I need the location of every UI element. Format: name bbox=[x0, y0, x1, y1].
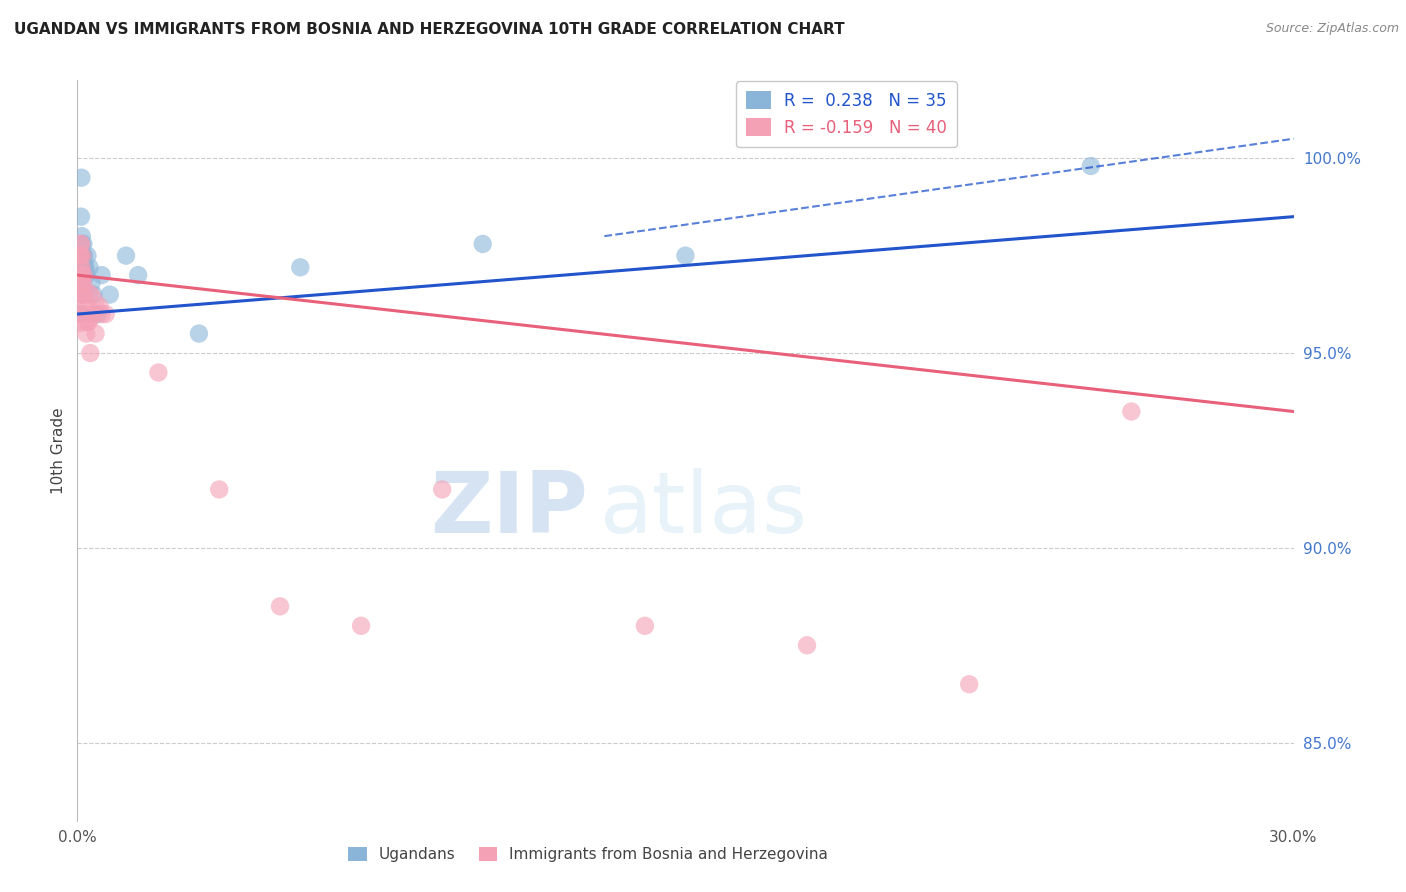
Text: ZIP: ZIP bbox=[430, 468, 588, 551]
Text: atlas: atlas bbox=[600, 468, 808, 551]
Point bbox=[72, 249, 94, 263]
Point bbox=[70, 287, 93, 301]
Point bbox=[70, 287, 93, 301]
Point bbox=[75, 326, 97, 341]
Point bbox=[67, 249, 90, 263]
Point bbox=[430, 483, 453, 497]
Point bbox=[75, 268, 97, 282]
Point bbox=[76, 249, 98, 263]
Point bbox=[76, 299, 98, 313]
Point bbox=[70, 249, 93, 263]
Point bbox=[86, 307, 108, 321]
Point bbox=[957, 677, 980, 691]
Point bbox=[82, 307, 104, 321]
Point bbox=[90, 307, 112, 321]
Point bbox=[75, 260, 97, 275]
Point bbox=[75, 315, 97, 329]
Point bbox=[73, 307, 96, 321]
Point bbox=[290, 260, 312, 275]
Point bbox=[70, 260, 93, 275]
Point bbox=[72, 249, 94, 263]
Point bbox=[69, 276, 91, 290]
Point bbox=[70, 260, 93, 275]
Text: UGANDAN VS IMMIGRANTS FROM BOSNIA AND HERZEGOVINA 10TH GRADE CORRELATION CHART: UGANDAN VS IMMIGRANTS FROM BOSNIA AND HE… bbox=[14, 22, 845, 37]
Point bbox=[72, 260, 94, 275]
Point bbox=[634, 619, 657, 633]
Point bbox=[70, 236, 93, 251]
Point bbox=[70, 276, 93, 290]
Point bbox=[94, 307, 117, 321]
Point bbox=[70, 210, 93, 224]
Point bbox=[69, 307, 91, 321]
Point bbox=[69, 249, 91, 263]
Text: Source: ZipAtlas.com: Source: ZipAtlas.com bbox=[1265, 22, 1399, 36]
Point bbox=[69, 307, 91, 321]
Point bbox=[79, 260, 101, 275]
Point bbox=[69, 249, 91, 263]
Point bbox=[79, 287, 101, 301]
Point bbox=[67, 276, 90, 290]
Point bbox=[127, 268, 149, 282]
Point bbox=[70, 268, 93, 282]
Point bbox=[83, 287, 105, 301]
Point bbox=[70, 268, 93, 282]
Point bbox=[72, 236, 94, 251]
Point bbox=[73, 268, 96, 282]
Point bbox=[72, 268, 94, 282]
Point bbox=[70, 170, 93, 185]
Point bbox=[98, 287, 121, 301]
Point bbox=[69, 236, 91, 251]
Point bbox=[79, 346, 101, 360]
Point bbox=[70, 249, 93, 263]
Point bbox=[208, 483, 231, 497]
Point bbox=[350, 619, 373, 633]
Point bbox=[796, 638, 818, 652]
Y-axis label: 10th Grade: 10th Grade bbox=[51, 407, 66, 494]
Point bbox=[72, 287, 94, 301]
Point bbox=[72, 276, 94, 290]
Point bbox=[90, 268, 112, 282]
Legend: Ugandans, Immigrants from Bosnia and Herzegovina: Ugandans, Immigrants from Bosnia and Her… bbox=[342, 841, 834, 869]
Point bbox=[1080, 159, 1102, 173]
Point bbox=[84, 326, 107, 341]
Point bbox=[73, 268, 96, 282]
Point bbox=[70, 236, 93, 251]
Point bbox=[77, 315, 100, 329]
Point bbox=[67, 299, 90, 313]
Point bbox=[188, 326, 211, 341]
Point bbox=[70, 229, 93, 244]
Point bbox=[72, 287, 94, 301]
Point bbox=[1121, 404, 1143, 418]
Point bbox=[69, 260, 91, 275]
Point bbox=[471, 236, 494, 251]
Point bbox=[675, 249, 697, 263]
Point bbox=[72, 276, 94, 290]
Point bbox=[70, 268, 93, 282]
Point bbox=[269, 599, 291, 614]
Point bbox=[73, 249, 96, 263]
Point bbox=[73, 260, 96, 275]
Point bbox=[115, 249, 138, 263]
Point bbox=[148, 366, 170, 380]
Point bbox=[89, 299, 111, 313]
Point bbox=[80, 276, 103, 290]
